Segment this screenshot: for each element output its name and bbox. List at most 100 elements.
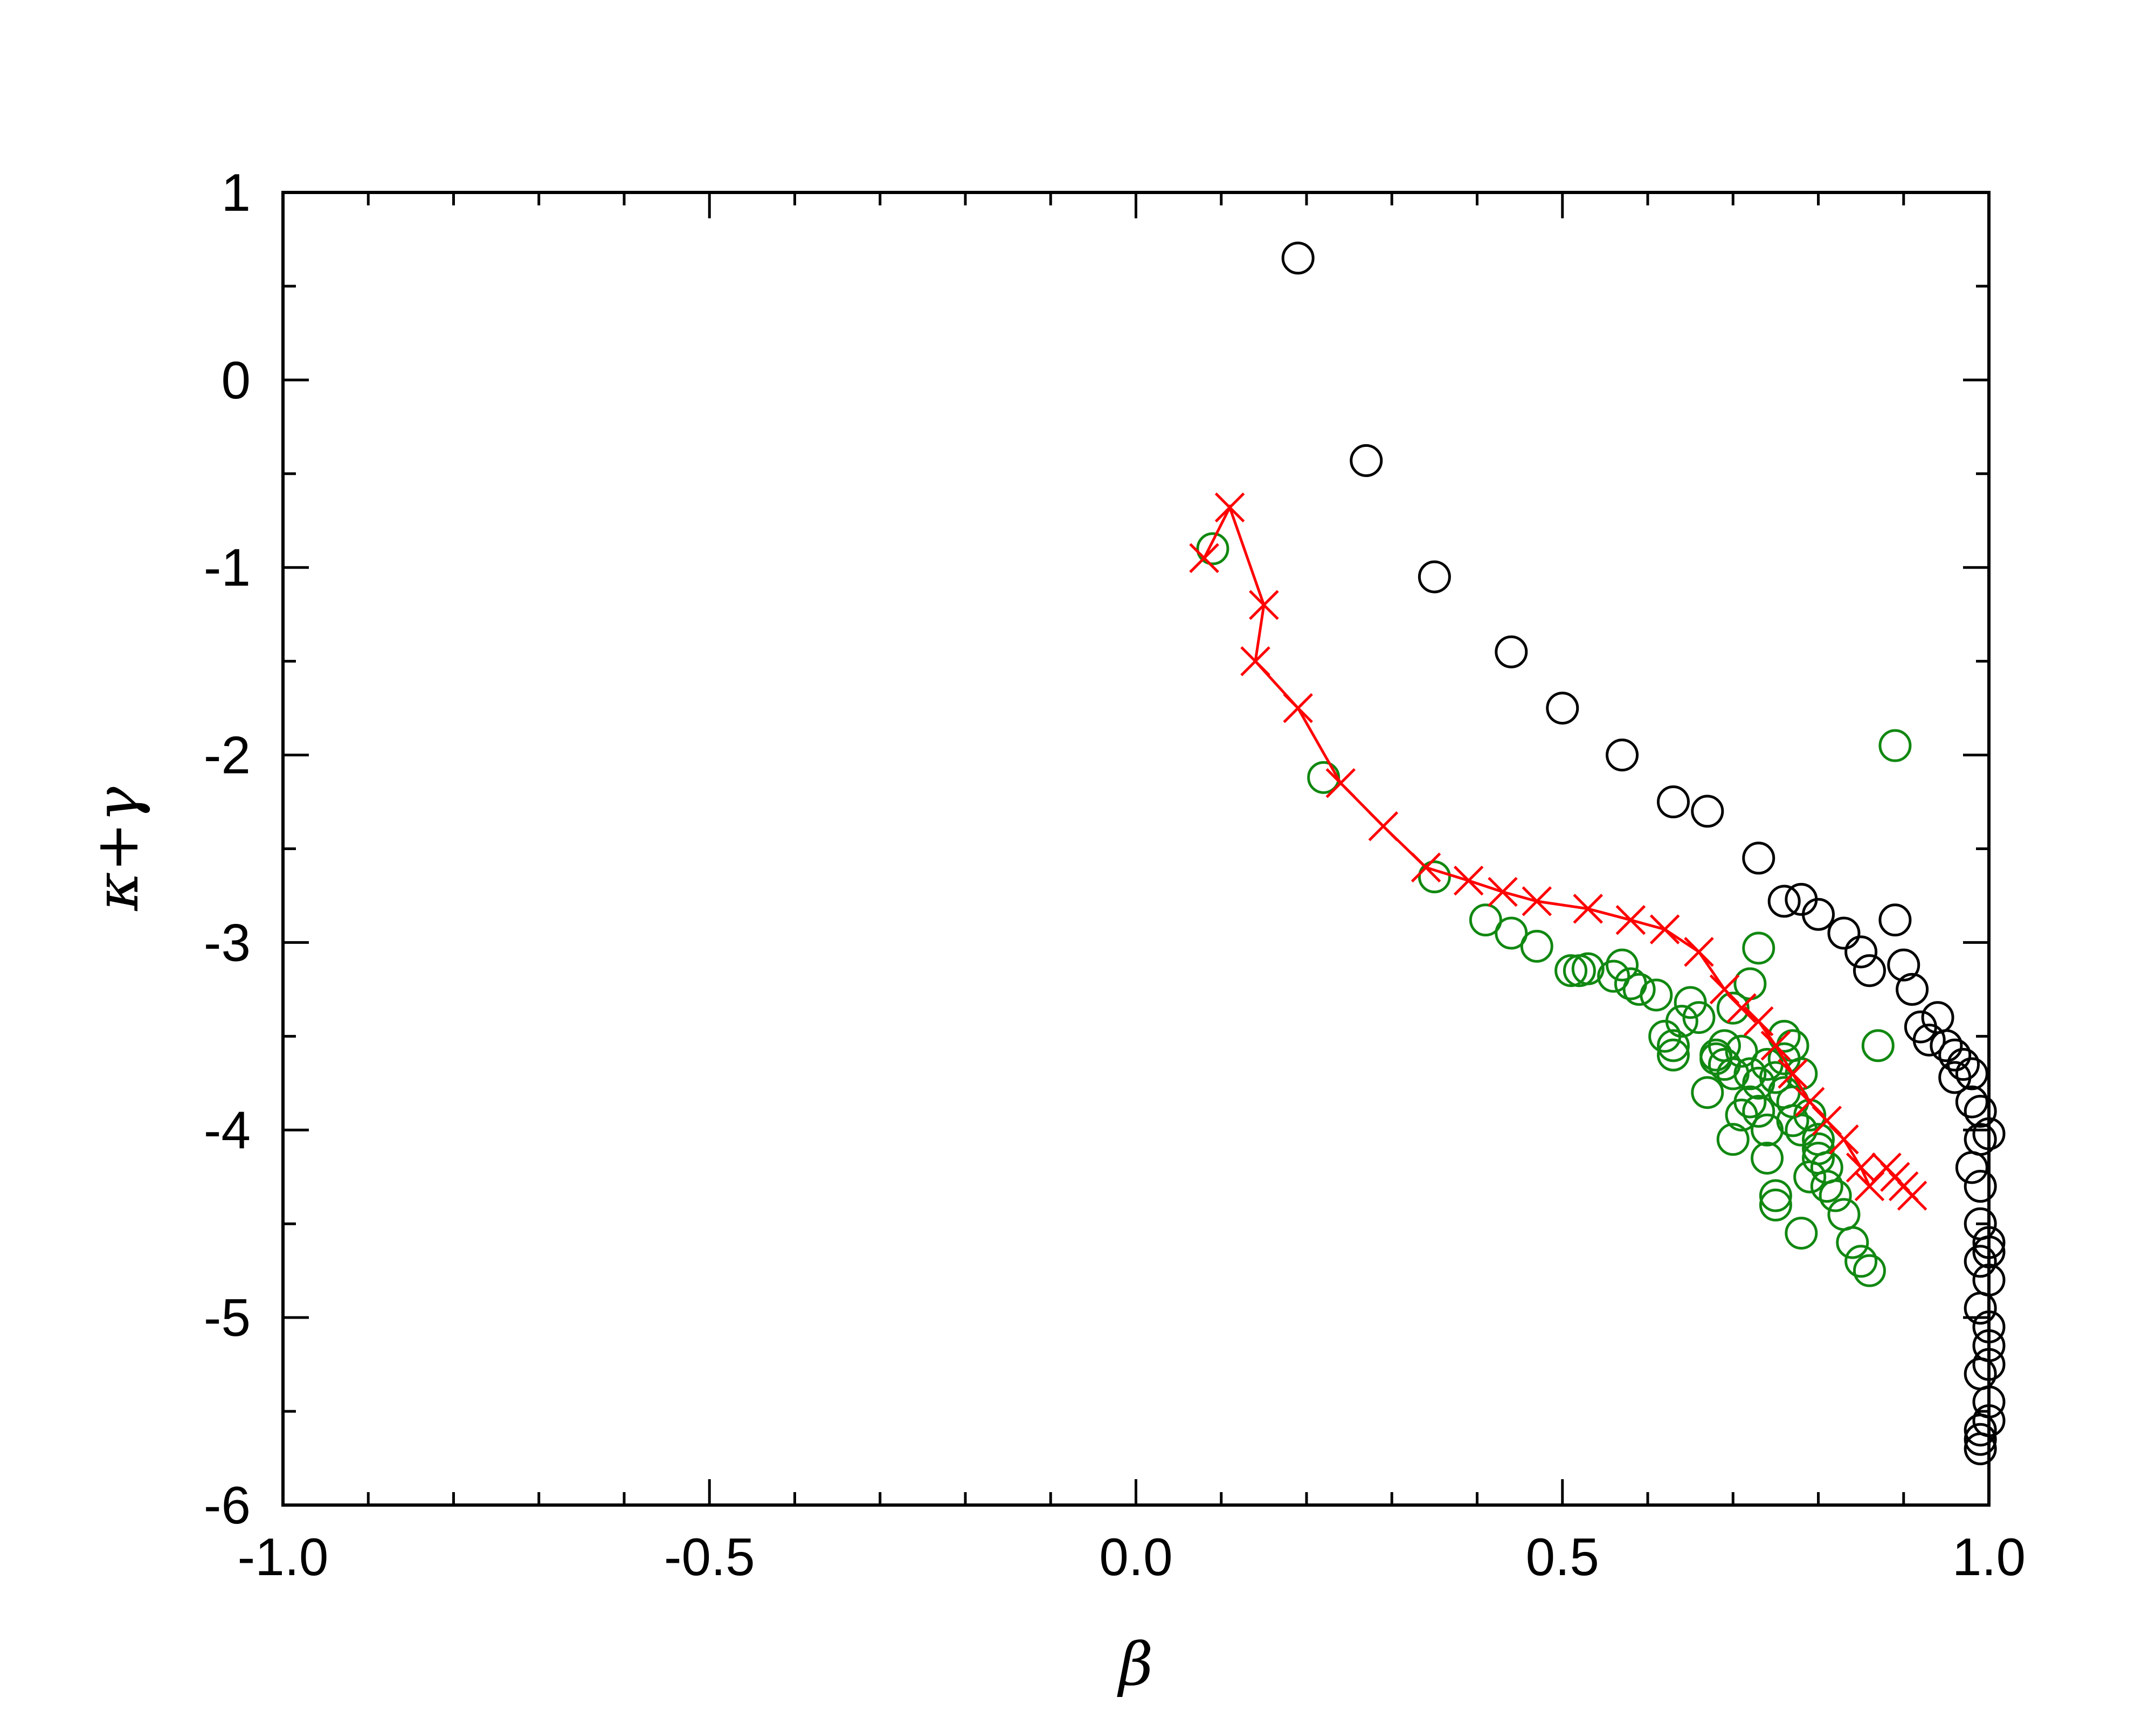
data-point: [1887, 948, 1920, 982]
data-point: [1844, 1245, 1878, 1278]
data-point: [1742, 932, 1775, 965]
data-point: [1495, 916, 1528, 950]
data-point: [1522, 886, 1552, 916]
series-layer: [1189, 242, 2006, 1466]
data-point: [1488, 877, 1518, 907]
data-point: [1853, 954, 1886, 988]
x-tick-label: 0.0: [1099, 1527, 1172, 1586]
data-point: [1649, 914, 1680, 944]
series-1: [1281, 242, 2006, 1466]
data-point: [1656, 1029, 1690, 1062]
y-tick-label: -4: [204, 1100, 251, 1160]
data-point: [1418, 860, 1451, 894]
data-point: [1716, 1123, 1750, 1156]
y-tick-label: -5: [204, 1288, 251, 1347]
data-point: [1283, 693, 1313, 723]
data-point: [1411, 852, 1441, 883]
minor-ticks: [283, 192, 1989, 1505]
data-point: [1665, 1005, 1698, 1038]
data-point: [1930, 1029, 1963, 1062]
data-point: [1912, 1023, 1946, 1057]
y-tick-label: 1: [221, 163, 251, 222]
data-point: [1350, 444, 1383, 477]
data-point: [1878, 903, 1912, 937]
data-point: [1964, 1095, 1997, 1128]
data-point: [1743, 1006, 1774, 1037]
data-point: [1964, 1245, 1997, 1278]
data-point: [1878, 729, 1912, 762]
data-point: [1546, 692, 1579, 725]
data-point: [1964, 1432, 1997, 1466]
data-point: [1861, 1029, 1895, 1062]
data-point: [1955, 1151, 1988, 1184]
x-tick-label: -1.0: [238, 1527, 329, 1586]
series-2: [1196, 532, 1912, 1287]
data-point: [1682, 1001, 1716, 1034]
data-point: [1615, 905, 1646, 935]
data-point: [1964, 1423, 1997, 1456]
data-point: [1571, 952, 1605, 985]
data-point: [1716, 991, 1750, 1025]
data-point: [1785, 1217, 1818, 1250]
data-point: [1597, 960, 1630, 993]
x-tick-labels: -1.0 -0.5 0.0 0.5 1.0: [238, 1527, 2026, 1586]
data-point: [1240, 646, 1270, 677]
data-point: [1726, 993, 1757, 1023]
data-point: [1606, 948, 1639, 982]
data-point: [1573, 894, 1603, 924]
data-point: [1684, 937, 1714, 967]
data-point: [1691, 795, 1724, 828]
y-tick-label: -6: [204, 1475, 251, 1535]
data-point: [1810, 1151, 1843, 1184]
data-point: [1964, 1413, 1997, 1447]
y-tick-labels: 1 0 -1 -2 -3 -4 -5 -6: [204, 163, 251, 1535]
data-point: [1725, 1034, 1758, 1068]
data-point: [1776, 1085, 1809, 1119]
data-point: [1759, 1188, 1792, 1222]
data-point: [1846, 1153, 1876, 1183]
data-point: [1622, 972, 1656, 1006]
data-point: [1938, 1038, 1972, 1072]
data-point: [1418, 560, 1451, 594]
data-point: [1964, 1357, 1997, 1390]
x-tick-label: -0.5: [664, 1527, 755, 1586]
data-point: [1520, 929, 1553, 963]
data-point: [1368, 811, 1399, 841]
y-tick-label: -2: [204, 726, 251, 785]
data-point: [1853, 1254, 1886, 1287]
data-point: [1802, 898, 1835, 931]
data-point: [1760, 1030, 1791, 1061]
data-point: [1964, 1170, 1997, 1203]
major-ticks: [281, 191, 1991, 1507]
data-point: [1699, 1038, 1733, 1072]
data-point: [1281, 242, 1315, 275]
data-point: [1836, 1226, 1869, 1259]
data-point: [1827, 916, 1861, 950]
data-point: [1844, 935, 1878, 969]
data-point: [1955, 1057, 1988, 1091]
series-3: [1189, 492, 1927, 1211]
y-tick-label: -1: [204, 538, 251, 597]
data-point: [1656, 1038, 1690, 1072]
data-point: [1897, 1181, 1927, 1211]
data-point: [1469, 903, 1502, 937]
y-axis-title: κ+γ: [82, 786, 151, 911]
data-point: [1733, 1085, 1767, 1119]
data-point: [1196, 532, 1229, 565]
data-point: [1742, 1095, 1775, 1128]
data-point: [1810, 1170, 1843, 1203]
data-point: [1896, 972, 1929, 1006]
data-point: [1751, 1113, 1784, 1147]
data-point: [1778, 1059, 1808, 1089]
data-point: [1691, 1076, 1724, 1109]
x-axis-title: β: [1117, 1630, 1153, 1699]
data-point: [1325, 768, 1356, 798]
data-point: [1495, 635, 1528, 668]
data-point: [1759, 1179, 1792, 1212]
x-tick-label: 0.5: [1526, 1527, 1599, 1586]
x-tick-label: 1.0: [1952, 1527, 2026, 1586]
data-point: [1955, 1085, 1988, 1119]
data-point: [1214, 492, 1245, 523]
data-point: [1742, 841, 1775, 875]
data-point: [1829, 1124, 1859, 1155]
